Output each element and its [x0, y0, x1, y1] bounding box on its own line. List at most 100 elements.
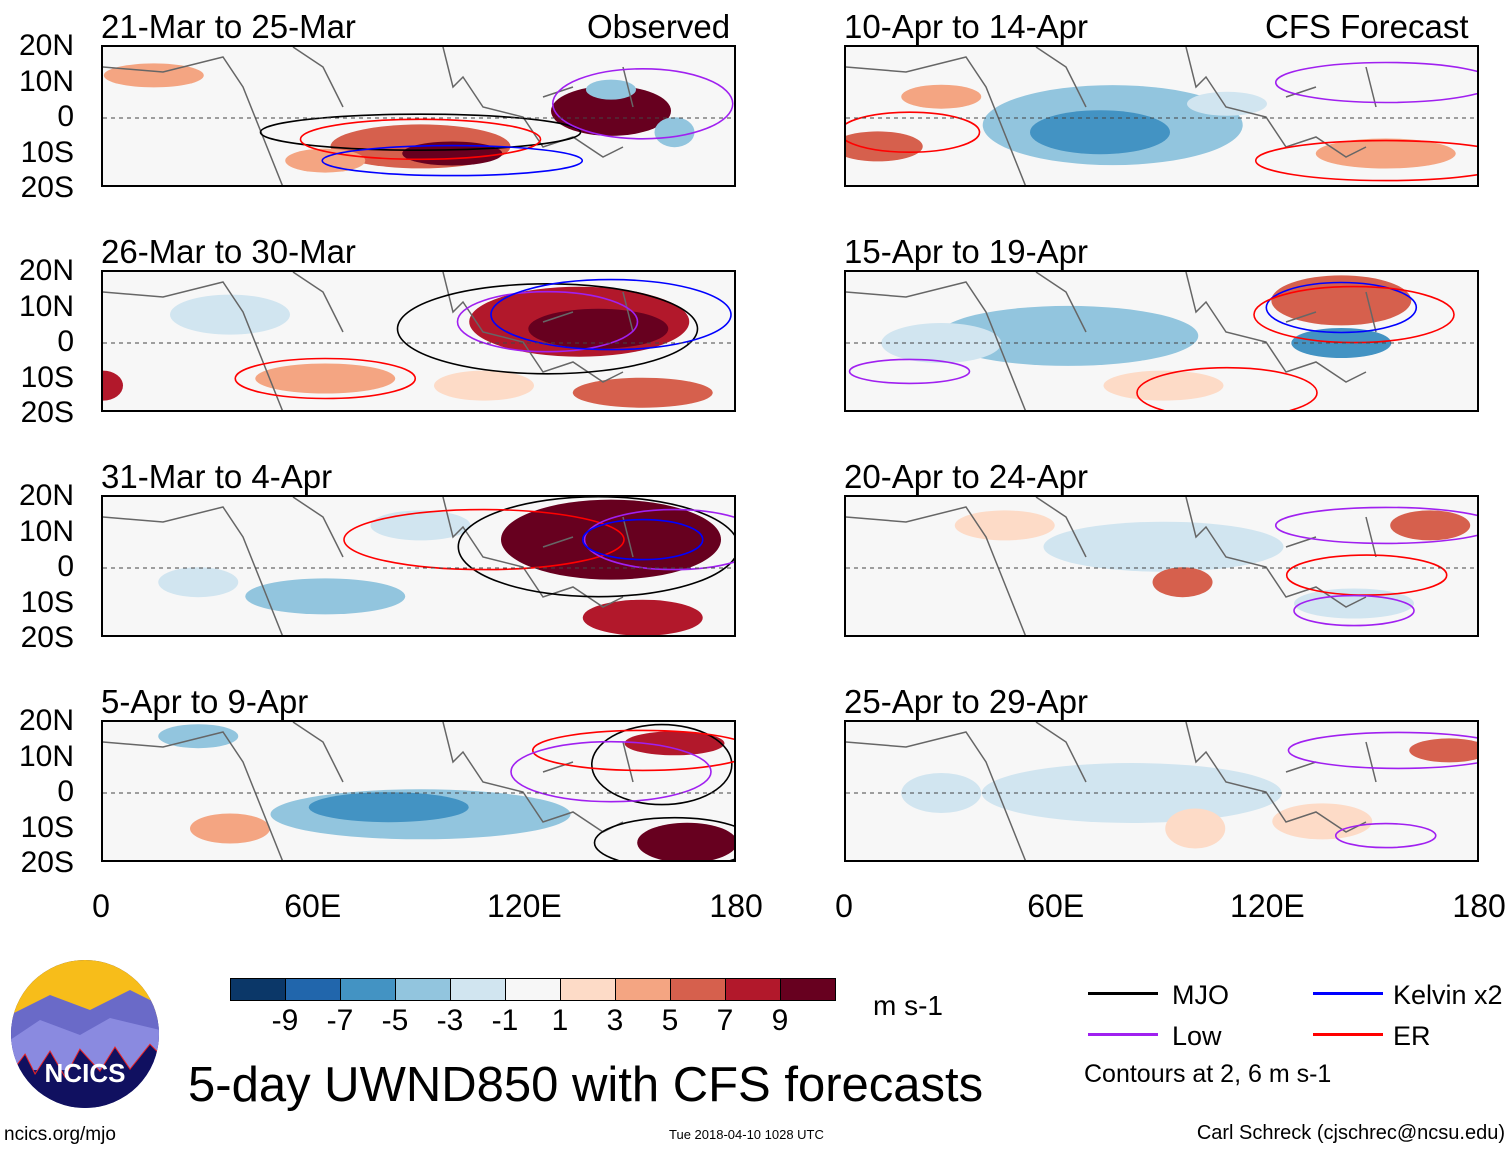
- wave-contour: [343, 508, 625, 571]
- lat-label: 20N: [18, 704, 74, 737]
- wave-contour: [1136, 366, 1318, 410]
- anomaly-region: [1187, 91, 1267, 116]
- colorbar-swatch: [780, 978, 836, 1001]
- colorbar-swatch: [285, 978, 341, 1001]
- lat-label: 0: [57, 775, 74, 808]
- coastlines: [103, 47, 634, 185]
- lon-label: 60E: [1027, 888, 1085, 924]
- anomaly-region: [846, 131, 923, 162]
- map-panel: [101, 495, 736, 637]
- legend-low-line: [1088, 1033, 1158, 1036]
- wave-contour: [1285, 554, 1448, 596]
- lat-label: 10N: [18, 289, 74, 323]
- anomaly-region: [1272, 803, 1373, 840]
- lat-label: 10S: [20, 810, 74, 844]
- colorbar-swatch: [340, 978, 396, 1001]
- anomaly-region: [528, 308, 669, 349]
- panel-title: 26-Mar to 30-Mar: [101, 233, 356, 270]
- map-panel: [101, 45, 736, 187]
- anomaly-region: [901, 773, 982, 813]
- colorbar-swatch: [725, 978, 781, 1001]
- anomaly-region: [582, 599, 703, 635]
- legend-mjo-line: [1088, 992, 1158, 995]
- colorbar-label: -3: [436, 1004, 464, 1037]
- wave-contour: [456, 290, 639, 353]
- wave-contour: [234, 357, 417, 400]
- panel-title: 15-Apr to 19-Apr: [844, 233, 1088, 270]
- map-panel: [844, 495, 1479, 637]
- lat-label: 10S: [20, 135, 74, 169]
- coastlines: [103, 722, 634, 860]
- footer-url[interactable]: ncics.org/mjo: [4, 1124, 116, 1145]
- coastlines: [103, 272, 634, 410]
- legend-er: ER: [1393, 1021, 1431, 1051]
- anomaly-region: [158, 567, 239, 598]
- colorbar-swatch: [230, 978, 286, 1001]
- panel-title: 21-Mar to 25-Mar: [101, 8, 356, 45]
- wave-contour: [581, 518, 704, 561]
- anomaly-region: [1030, 110, 1170, 155]
- wave-contour: [1293, 594, 1415, 627]
- coastlines: [103, 497, 634, 635]
- panel-title: 10-Apr to 14-Apr: [844, 8, 1088, 45]
- wave-contour: [1334, 822, 1437, 849]
- colorbar-label: -9: [271, 1004, 299, 1037]
- colorbar-swatch: [505, 978, 561, 1001]
- legend-mjo: MJO: [1172, 980, 1229, 1010]
- lon-label: 60E: [284, 888, 342, 924]
- anomaly-region: [901, 84, 982, 109]
- ncics-logo: NCICS: [11, 960, 159, 1108]
- anomaly-region: [170, 294, 290, 335]
- lat-label: 10S: [20, 585, 74, 619]
- anomaly-region: [586, 79, 636, 100]
- lon-label: 120E: [487, 888, 562, 924]
- anomaly-region: [1103, 370, 1224, 401]
- wave-contour: [510, 740, 712, 803]
- wave-contour: [848, 358, 971, 385]
- lat-label: 20N: [18, 29, 74, 62]
- anomaly-region: [103, 63, 204, 88]
- colorbar-label: 3: [606, 1004, 624, 1037]
- wave-contour: [299, 118, 542, 161]
- coastlines: [846, 47, 1377, 185]
- wave-contour: [1274, 506, 1477, 545]
- figure-title: 5-day UWND850 with CFS forecasts: [188, 1058, 984, 1112]
- colorbar-label: 9: [771, 1004, 789, 1037]
- lat-label: 0: [57, 550, 74, 583]
- colorbar-swatch: [560, 978, 616, 1001]
- map-panel: [101, 270, 736, 412]
- lat-label: 20S: [20, 846, 74, 879]
- lat-label: 0: [57, 100, 74, 133]
- legend-kelvin-line: [1313, 992, 1383, 995]
- wave-contour: [321, 144, 584, 177]
- anomaly-region: [103, 370, 123, 401]
- lon-label: 180: [1452, 888, 1506, 924]
- map-panel: [101, 720, 736, 862]
- anomaly-region: [954, 510, 1055, 541]
- anomaly-region: [255, 363, 396, 394]
- anomaly-region: [501, 499, 721, 580]
- map-panel: [844, 720, 1479, 862]
- anomaly-region: [1043, 521, 1284, 572]
- lon-label: 180: [709, 888, 763, 924]
- anomaly-region: [1390, 510, 1471, 541]
- wave-contour: [1274, 61, 1477, 104]
- map-panel: [844, 270, 1479, 412]
- wave-contour: [551, 67, 734, 140]
- anomaly-region: [434, 370, 534, 401]
- lat-label: 20N: [18, 254, 74, 287]
- wave-contour: [846, 111, 981, 153]
- anomaly-region: [245, 578, 406, 615]
- anomaly-region: [981, 763, 1282, 823]
- anomaly-region: [1315, 138, 1456, 169]
- svg-text:NCICS: NCICS: [45, 1058, 126, 1088]
- coastlines: [846, 722, 1377, 860]
- lon-label: 120E: [1230, 888, 1305, 924]
- map-panel: [844, 45, 1479, 187]
- colorbar-swatch: [450, 978, 506, 1001]
- wave-contour: [590, 723, 733, 806]
- anomaly-region: [654, 117, 695, 148]
- wave-contour: [396, 282, 699, 375]
- lat-label: 10N: [18, 514, 74, 548]
- colorbar-swatch: [670, 978, 726, 1001]
